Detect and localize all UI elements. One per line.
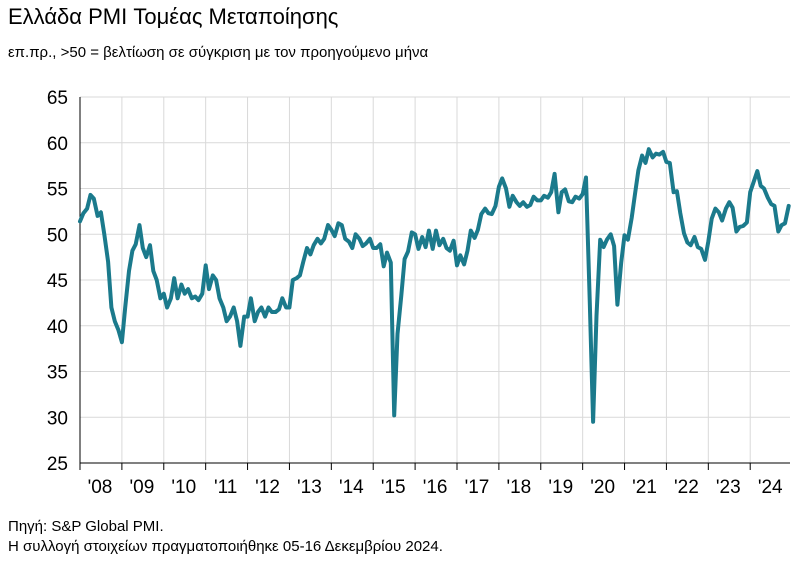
y-tick-label: 50 bbox=[47, 225, 68, 246]
x-tick-label: '22 bbox=[674, 477, 699, 498]
pmi-line-chart: 25 30 35 40 45 50 55 60 65 '08 '09 '10 '11 '12 '13 '14 '… bbox=[47, 88, 791, 498]
y-tick-label: 60 bbox=[47, 134, 68, 155]
x-tick-label: '12 bbox=[255, 477, 280, 498]
x-tick-label: '19 bbox=[548, 477, 573, 498]
pmi-series-line bbox=[78, 147, 791, 424]
x-tick-label: '14 bbox=[339, 477, 364, 498]
x-tick-label: '21 bbox=[632, 477, 657, 498]
series-layer bbox=[78, 147, 791, 424]
x-tick-label: '09 bbox=[130, 477, 155, 498]
source-note: Πηγή: S&P Global PMI. bbox=[8, 518, 164, 535]
x-tick-label: '08 bbox=[88, 477, 113, 498]
y-tick-label: 30 bbox=[47, 408, 68, 429]
x-tick-label: '18 bbox=[506, 477, 531, 498]
x-tick-label: '16 bbox=[423, 477, 448, 498]
x-tick-label: '24 bbox=[758, 477, 783, 498]
chart-subtitle: επ.πρ., >50 = βελτίωση σε σύγκριση με το… bbox=[8, 44, 429, 61]
axes bbox=[79, 97, 790, 470]
x-tick-label: '17 bbox=[465, 477, 490, 498]
y-tick-label: 55 bbox=[47, 180, 68, 201]
grid-lines bbox=[80, 96, 790, 463]
x-tick-label: '13 bbox=[297, 477, 322, 498]
x-tick-label: '15 bbox=[381, 477, 406, 498]
y-tick-label: 45 bbox=[47, 271, 68, 292]
y-tick-label: 25 bbox=[47, 454, 68, 475]
x-tick-label: '23 bbox=[716, 477, 741, 498]
tick-labels: 25 30 35 40 45 50 55 60 65 '08 '09 '10 '11 '12 '13 '14 '… bbox=[47, 88, 783, 498]
collection-note: Η συλλογή στοιχείων πραγματοποιήθηκε 05-… bbox=[8, 538, 443, 555]
x-tick-label: '11 bbox=[214, 477, 237, 498]
y-tick-label: 65 bbox=[47, 88, 68, 109]
x-tick-label: '10 bbox=[171, 477, 196, 498]
x-tick-label: '20 bbox=[590, 477, 615, 498]
chart-title: Ελλάδα PMI Τομέας Μεταποίησης bbox=[8, 4, 339, 29]
y-tick-label: 40 bbox=[47, 317, 68, 338]
y-tick-label: 35 bbox=[47, 363, 68, 384]
